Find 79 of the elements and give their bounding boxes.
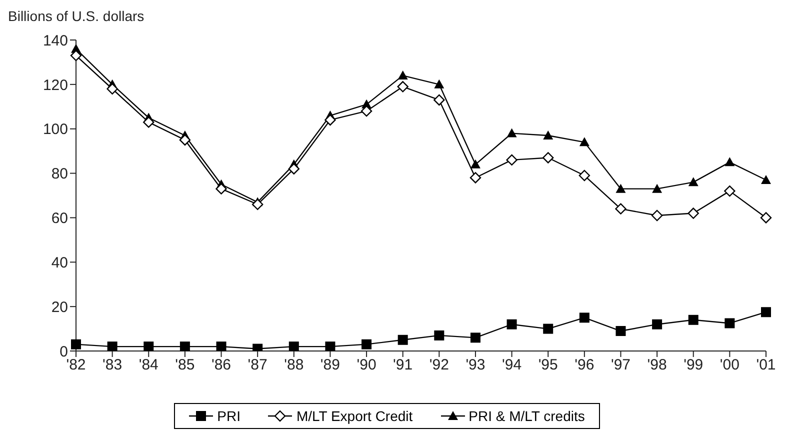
point — [252, 198, 264, 210]
point — [216, 183, 227, 194]
point — [543, 324, 554, 334]
point — [615, 203, 626, 214]
x-tick-label: '94 — [502, 356, 522, 374]
point — [144, 342, 154, 351]
x-tick-label: '87 — [248, 356, 268, 374]
x-tick-label: '95 — [538, 356, 558, 374]
point — [688, 177, 698, 186]
y-tick-label: 0 — [60, 343, 68, 360]
point — [180, 342, 190, 351]
point — [542, 152, 554, 164]
x-tick-label: '97 — [610, 356, 631, 374]
point — [760, 212, 772, 224]
x-tick-label: '82 — [66, 356, 86, 374]
x-tick-label: '92 — [429, 356, 449, 374]
point — [616, 326, 626, 336]
x-tick-label: '96 — [574, 356, 594, 374]
point — [398, 334, 408, 345]
x-tick-label: '01 — [756, 356, 776, 374]
point — [397, 81, 408, 92]
legend-label: M/LT Export Credit — [296, 408, 413, 424]
x-tick-label: '00 — [720, 356, 740, 374]
point — [761, 307, 771, 318]
point — [216, 342, 226, 351]
point — [616, 184, 626, 193]
point — [724, 318, 735, 328]
x-tick-label: '99 — [684, 356, 704, 374]
point — [543, 130, 554, 140]
y-tick-label: 140 — [42, 32, 68, 50]
point — [470, 332, 480, 343]
point — [434, 94, 445, 106]
y-tick-label: 80 — [51, 166, 68, 183]
point — [579, 137, 590, 146]
y-tick-label: 40 — [51, 254, 68, 272]
point — [470, 172, 482, 184]
x-tick-label: '86 — [211, 356, 232, 374]
point — [761, 174, 771, 184]
y-tick-label: 20 — [51, 298, 68, 316]
point — [107, 342, 118, 351]
x-tick-label: '85 — [175, 356, 195, 374]
point — [579, 312, 590, 323]
point — [362, 339, 372, 350]
y-axis-title: Billions of U.S. dollars — [8, 8, 144, 24]
point — [434, 330, 444, 340]
x-tick-label: '88 — [284, 356, 304, 374]
legend-label: PRI & M/LT credits — [468, 408, 585, 424]
point — [506, 154, 518, 166]
x-tick-label: '83 — [102, 356, 122, 374]
point — [506, 319, 517, 330]
point — [578, 170, 590, 182]
point — [434, 79, 444, 88]
x-tick-label: '98 — [647, 356, 667, 374]
point — [143, 116, 154, 128]
x-tick-label: '91 — [393, 356, 413, 374]
y-tick-label: 60 — [51, 210, 68, 228]
point — [398, 70, 408, 80]
point — [325, 342, 336, 351]
x-tick-label: '84 — [138, 356, 158, 374]
point — [179, 134, 191, 146]
x-tick-label: '93 — [466, 356, 486, 374]
legend-label: PRI — [217, 408, 240, 424]
point — [724, 157, 735, 166]
point — [470, 159, 480, 168]
point — [506, 128, 517, 138]
point — [288, 342, 299, 351]
point — [106, 83, 118, 94]
x-tick-label: '90 — [356, 356, 376, 374]
point — [652, 184, 662, 193]
point — [288, 163, 300, 174]
y-tick-label: 100 — [42, 121, 68, 138]
point — [324, 114, 336, 126]
point — [651, 210, 663, 222]
point — [688, 208, 699, 219]
point — [724, 185, 736, 197]
x-tick-label: '89 — [320, 356, 340, 374]
point — [652, 319, 662, 330]
point — [688, 314, 698, 325]
y-tick-label: 120 — [42, 76, 68, 94]
